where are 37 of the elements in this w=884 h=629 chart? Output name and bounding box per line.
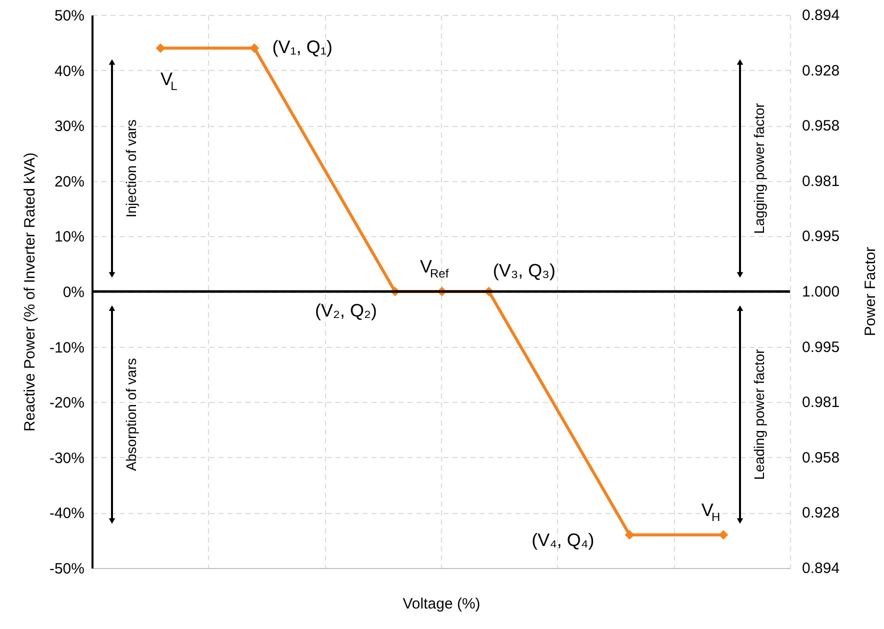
y-tick-label: 40% xyxy=(54,62,84,80)
annotation: Absorption of vars xyxy=(123,358,139,471)
text: 0.981 xyxy=(802,172,840,190)
y-tick-label: -30% xyxy=(49,450,84,467)
annotation: Leading power factor xyxy=(751,348,767,480)
y-tick-label: 50% xyxy=(54,8,84,24)
y-tick-label: 30% xyxy=(54,118,84,136)
text: 0.894 xyxy=(802,560,840,577)
annotation: (V₁, Q₁) xyxy=(272,37,332,58)
point xyxy=(624,530,634,540)
text: 0.928 xyxy=(802,504,840,522)
y-tick-label: -50% xyxy=(49,560,84,578)
text: 1.000 xyxy=(802,284,840,300)
y-tick-label: 20% xyxy=(54,173,84,190)
y2-axis-title: Power Factor xyxy=(862,246,879,336)
text: 0.995 xyxy=(802,228,840,246)
text: 0.928 xyxy=(802,62,840,80)
y-tick-label: 0% xyxy=(62,284,84,301)
y-axis-title: Reactive Power (% of Inverter Rated kVA) xyxy=(21,152,38,432)
annotation: (V₃, Q₃) xyxy=(492,260,556,280)
annotation: (V₂, Q₂) xyxy=(315,300,378,320)
annotation: Injection of vars xyxy=(123,119,139,218)
annotation: Lagging power factor xyxy=(751,102,767,234)
point xyxy=(156,43,166,53)
text: 0.958 xyxy=(802,449,840,466)
text: 0.981 xyxy=(802,394,840,412)
y-tick-label: -20% xyxy=(49,394,84,412)
x-axis-title: Voltage (%) xyxy=(402,596,480,612)
y-tick-label: -10% xyxy=(49,339,84,356)
y-tick-label: 10% xyxy=(54,228,84,246)
point xyxy=(718,530,728,540)
point xyxy=(250,43,260,53)
text: 0.958 xyxy=(802,118,840,135)
text: 0.995 xyxy=(802,338,840,356)
annotation: (V₄, Q₄) xyxy=(532,530,594,550)
text: 0.894 xyxy=(802,7,840,24)
y-tick-label: -40% xyxy=(49,505,84,522)
